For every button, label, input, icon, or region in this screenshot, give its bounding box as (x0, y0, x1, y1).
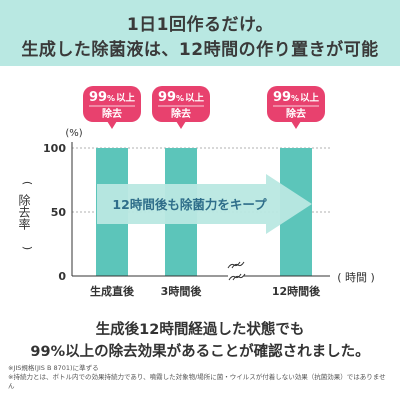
x-category-0: 生成直後 (90, 284, 135, 298)
badge-suffix: 以上 (185, 92, 205, 104)
svg-text:99%以上: 99%以上 (273, 90, 320, 105)
summary-line1: 生成後12時間経過した状態でも (95, 322, 305, 338)
svg-text:99%以上: 99%以上 (89, 90, 136, 105)
y-unit-label: (%) (65, 128, 82, 139)
y-axis-title-paren-open: ( (21, 181, 34, 185)
badge-percent: % (176, 94, 184, 103)
badge-sub-label: 除去 (171, 107, 191, 120)
badge-sub-label: 除去 (102, 107, 122, 120)
y-tick-0: 0 (58, 270, 66, 283)
badge-suffix: 以上 (300, 92, 320, 104)
summary-line2: 99%以上の除去効果があることが確認されました。 (30, 344, 370, 360)
y-tick-50: 50 (51, 206, 67, 219)
badge-value: 99 (89, 90, 107, 105)
axis-break-mark (227, 261, 246, 281)
y-axis-title: 除去率 (17, 193, 31, 230)
x-unit-label: ( 時間 ) (337, 271, 375, 284)
badge-percent: % (291, 94, 299, 103)
keep-arrow (97, 174, 312, 234)
badge-suffix: 以上 (116, 92, 136, 104)
badge-value: 99 (158, 90, 176, 105)
badge-percent: % (107, 94, 115, 103)
y-tick-100: 100 (43, 142, 66, 155)
svg-text:99%以上: 99%以上 (158, 90, 205, 105)
x-category-1: 3時間後 (161, 284, 203, 298)
header-title-line1: 1日1回作るだけ。 (126, 15, 274, 35)
header-banner: 1日1回作るだけ。 生成した除菌液は、12時間の作り置きが可能 (0, 0, 400, 66)
badge-value: 99 (273, 90, 291, 105)
footnote-jis: ※JIS規格(JIS B 8701)に準ずる (8, 364, 99, 372)
footnote-durability: ※持続力とは、ボトル内での効果持続力であり、噴霧した対象物/場所に菌・ウイルスが… (8, 373, 386, 390)
y-axis-title-paren-close: ) (21, 246, 34, 250)
x-category-2: 12時間後 (272, 284, 321, 298)
keep-arrow-label: 12時間後も除菌力をキープ (112, 197, 267, 212)
badge-sub-label: 除去 (286, 107, 306, 120)
header-title-line2: 生成した除菌液は、12時間の作り置きが可能 (21, 40, 379, 60)
